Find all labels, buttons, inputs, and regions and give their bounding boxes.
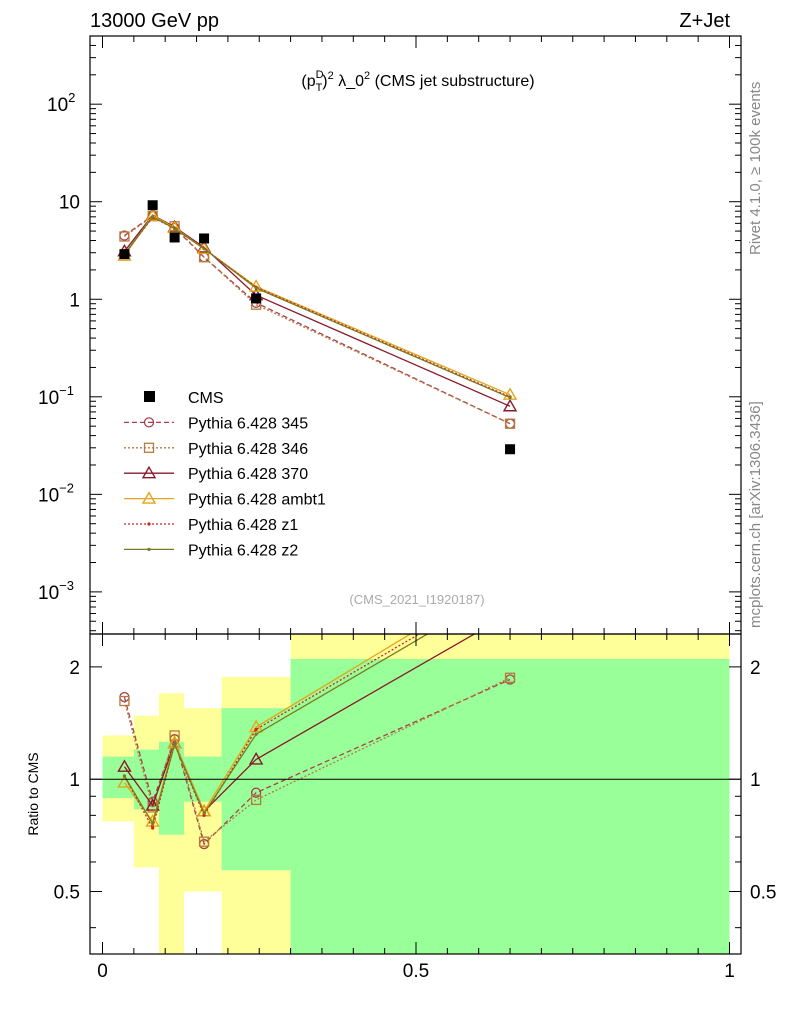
legend-marker-4 xyxy=(147,522,151,526)
ratio-point-1-5 xyxy=(504,672,516,683)
ratio-y-label-1: 1 xyxy=(69,770,80,791)
cms-point-1 xyxy=(147,200,158,211)
ratio-point-5-2 xyxy=(173,742,177,746)
main-y-label-0: 10−3 xyxy=(38,578,74,604)
cms-point-2 xyxy=(169,232,180,243)
legend-label-5: Pythia 6.428 z2 xyxy=(188,542,298,559)
ratio-point-5-4 xyxy=(254,732,258,736)
ratio-point-5-1 xyxy=(151,822,155,826)
legend-label-3: Pythia 6.428 ambt1 xyxy=(188,492,326,509)
main-point-3-1 xyxy=(145,208,160,221)
cms-point-5 xyxy=(505,444,516,455)
ratio-y-label-2: 2 xyxy=(69,658,80,679)
cms-point-3 xyxy=(199,233,210,244)
band-green-5 xyxy=(290,658,730,954)
band-green-4 xyxy=(221,708,291,871)
axis-ticks: 0 0.5 1 10−3 10−2 10−1 1 10 102 0.5 0.5 1 1 2 2 xyxy=(38,35,776,982)
ratio-point-3-2 xyxy=(167,735,182,749)
legend-label-cms: CMS xyxy=(188,390,224,407)
legend-marker-5 xyxy=(147,547,151,552)
main-y-label-1: 10−2 xyxy=(38,480,74,506)
legend-label-0: Pythia 6.428 345 xyxy=(188,415,308,432)
main-line-3 xyxy=(123,214,511,396)
main-point-5-4 xyxy=(254,286,258,290)
ratio-point-1-2 xyxy=(169,730,180,741)
main-point-5-2 xyxy=(173,227,177,231)
ratio-axis-label: Ratio to CMS xyxy=(25,752,41,835)
ratio-point-2-4 xyxy=(248,751,264,765)
plot-title: (pD T)2 λ_02 (CMS jet substructure) xyxy=(301,69,534,94)
main-line-5 xyxy=(123,215,511,399)
main-point-5-3 xyxy=(202,247,206,251)
main-line-0 xyxy=(124,214,511,425)
legend-label-2: Pythia 6.428 370 xyxy=(188,466,308,483)
main-point-5-1 xyxy=(151,215,155,219)
ratio-point-1-4 xyxy=(250,794,262,806)
rivet-label: Rivet 4.1.0, ≥ 100k events xyxy=(747,82,764,255)
legend-marker-1 xyxy=(143,442,155,453)
ratio-point-5-3 xyxy=(202,811,206,815)
cms-point-4 xyxy=(251,293,262,304)
energy-label: 13000 GeV pp xyxy=(90,10,219,32)
legend-marker-0 xyxy=(143,417,155,428)
site-label: mcplots.cern.ch [arXiv:1306.3436] xyxy=(747,401,764,628)
legend-marker-3 xyxy=(141,491,157,504)
cms-point-0 xyxy=(119,249,130,260)
ratio-point-4-4 xyxy=(254,727,258,731)
legend: CMS Pythia 6.428 345 Pythia 6.428 346 Pythi… xyxy=(124,390,326,559)
legend-label-4: Pythia 6.428 z1 xyxy=(188,517,298,534)
ratio-point-2-1 xyxy=(145,798,160,811)
ratio-point-1-3 xyxy=(198,836,210,847)
main-line-2 xyxy=(123,214,511,407)
main-point-1-0 xyxy=(119,231,130,242)
x-tick-label-0: 0 xyxy=(97,961,108,982)
ratio-point-3-4 xyxy=(248,719,264,733)
main-line-1 xyxy=(124,215,511,425)
ratio-series xyxy=(117,634,516,850)
main-y-label-2: 10−1 xyxy=(38,383,74,409)
ratio-point-2-0 xyxy=(117,759,132,772)
ratio-line-0 xyxy=(123,678,511,846)
main-point-1-5 xyxy=(504,418,516,429)
band-green-0 xyxy=(102,756,134,799)
main-point-2-5 xyxy=(502,398,518,412)
ratio-point-1-0 xyxy=(119,695,130,707)
main-y-label-5: 102 xyxy=(47,90,75,116)
ratio-point-5-0 xyxy=(122,774,127,778)
ratio-y-label-right-0: 0.5 xyxy=(750,883,776,904)
ratio-y-label-right-2: 2 xyxy=(750,658,761,679)
legend-label-1: Pythia 6.428 346 xyxy=(188,441,308,458)
legend-marker-2 xyxy=(141,465,157,479)
ratio-point-0-4 xyxy=(250,787,262,798)
main-y-label-3: 1 xyxy=(69,290,80,311)
ratio-y-label-0: 0.5 xyxy=(54,883,80,904)
process-label: Z+Jet xyxy=(679,10,730,32)
x-tick-label-1: 0.5 xyxy=(403,961,429,982)
main-series xyxy=(117,200,518,455)
main-point-3-3 xyxy=(196,241,212,254)
x-tick-label-2: 1 xyxy=(724,961,735,982)
main-point-5-5 xyxy=(508,396,512,400)
legend-marker-cms xyxy=(144,391,155,402)
ratio-y-label-right-1: 1 xyxy=(750,770,761,791)
main-y-label-4: 10 xyxy=(59,193,80,214)
ratio-point-4-1 xyxy=(151,826,155,830)
analysis-watermark: (CMS_2021_I1920187) xyxy=(349,592,484,607)
